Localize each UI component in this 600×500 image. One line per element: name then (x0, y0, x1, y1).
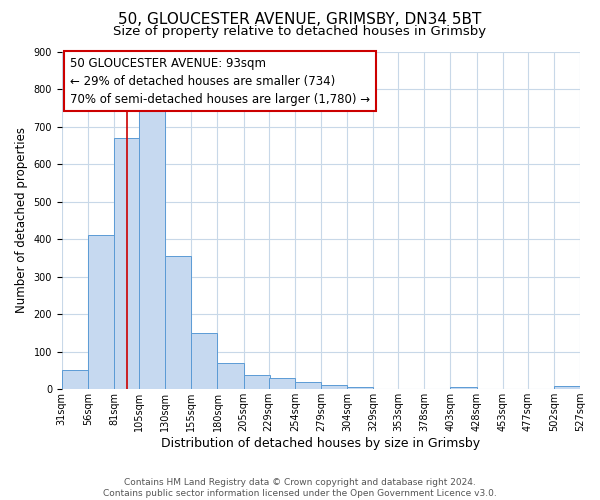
Bar (554, 386, 580, 389)
Bar (191, 333, 217, 389)
Bar (139, 108, 165, 389)
Bar (244, 375, 269, 389)
Bar (451, 388, 476, 389)
Bar (114, 138, 140, 389)
Bar (88, 236, 114, 389)
Y-axis label: Number of detached properties: Number of detached properties (15, 128, 28, 314)
Bar (295, 382, 321, 389)
Bar (62, 370, 88, 389)
Text: Size of property relative to detached houses in Grimsby: Size of property relative to detached ho… (113, 25, 487, 38)
Bar (347, 388, 373, 389)
Bar (321, 386, 347, 389)
Bar (165, 256, 191, 389)
X-axis label: Distribution of detached houses by size in Grimsby: Distribution of detached houses by size … (161, 437, 481, 450)
Bar (217, 363, 244, 389)
Text: 50 GLOUCESTER AVENUE: 93sqm
← 29% of detached houses are smaller (734)
70% of se: 50 GLOUCESTER AVENUE: 93sqm ← 29% of det… (70, 56, 370, 106)
Text: Contains HM Land Registry data © Crown copyright and database right 2024.
Contai: Contains HM Land Registry data © Crown c… (103, 478, 497, 498)
Bar (269, 378, 295, 389)
Text: 50, GLOUCESTER AVENUE, GRIMSBY, DN34 5BT: 50, GLOUCESTER AVENUE, GRIMSBY, DN34 5BT (118, 12, 482, 28)
